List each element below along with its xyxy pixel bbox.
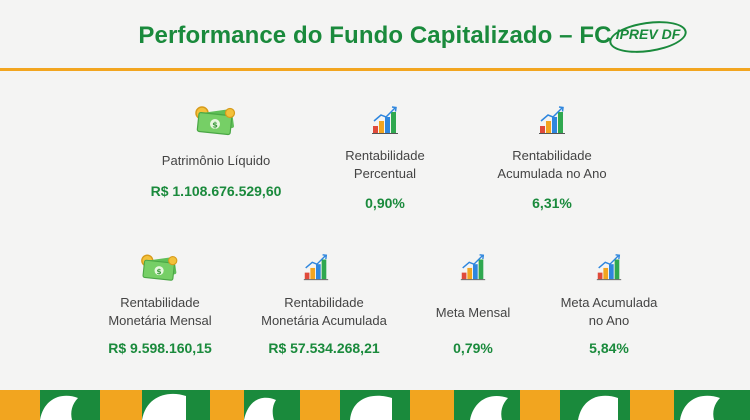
- card-value: 0,79%: [453, 340, 493, 356]
- bar-chart-icon: [303, 254, 329, 281]
- card-label-line2: Acumulada no Ano: [497, 166, 607, 181]
- card-label-line2: no Ano: [588, 313, 630, 328]
- card-patrimonio-liquido: $ Patrimônio Líquido R$ 1.108.676.529,60: [140, 104, 292, 199]
- card-meta-acumulada-ano: Meta Acumulada no Ano 5,84%: [542, 252, 676, 356]
- card-label-line2: Percentual: [353, 166, 417, 181]
- card-label: Patrimônio Líquido: [161, 153, 271, 168]
- card-label: Meta Acumulada: [560, 295, 658, 310]
- card-label: Rentabilidade: [345, 148, 425, 163]
- card-rentabilidade-percentual: Rentabilidade Percentual 0,90%: [326, 104, 444, 211]
- bar-chart-icon: [596, 254, 622, 281]
- card-value: R$ 57.534.268,21: [268, 340, 380, 356]
- card-value: 5,84%: [589, 340, 629, 356]
- logo-text: IPREV DF: [615, 26, 681, 42]
- bar-chart-icon: [460, 254, 486, 281]
- card-rentabilidade-acumulada-ano: Rentabilidade Acumulada no Ano 6,31%: [478, 104, 626, 211]
- card-label: Rentabilidade: [512, 148, 592, 163]
- card-label: Rentabilidade: [284, 295, 364, 310]
- card-label: Rentabilidade: [120, 295, 200, 310]
- card-rentabilidade-monetaria-mensal: $ Rentabilidade Monetária Mensal R$ 9.59…: [90, 252, 230, 356]
- card-label-line2: Monetária Acumulada: [261, 313, 387, 328]
- card-meta-mensal: Meta Mensal 0,79%: [418, 252, 528, 356]
- header: Performance do Fundo Capitalizado – FC I…: [0, 0, 750, 71]
- card-value: R$ 1.108.676.529,60: [150, 183, 282, 199]
- money-icon: $: [195, 106, 236, 136]
- svg-text:$: $: [157, 267, 162, 276]
- page-title: Performance do Fundo Capitalizado – FC: [138, 22, 612, 49]
- bar-chart-icon: [539, 106, 565, 134]
- footer-pattern: [0, 390, 750, 420]
- card-value: 6,31%: [532, 195, 572, 211]
- card-value: R$ 9.598.160,15: [108, 340, 212, 356]
- card-value: 0,90%: [365, 195, 405, 211]
- svg-text:$: $: [212, 121, 218, 130]
- iprev-logo: IPREV DF: [607, 16, 689, 58]
- money-icon: $: [141, 254, 178, 281]
- card-label: Meta Mensal: [435, 305, 511, 320]
- card-rentabilidade-monetaria-acumulada: Rentabilidade Monetária Acumulada R$ 57.…: [248, 252, 400, 356]
- card-label-line2: Monetária Mensal: [108, 313, 212, 328]
- bar-chart-icon: [372, 106, 398, 134]
